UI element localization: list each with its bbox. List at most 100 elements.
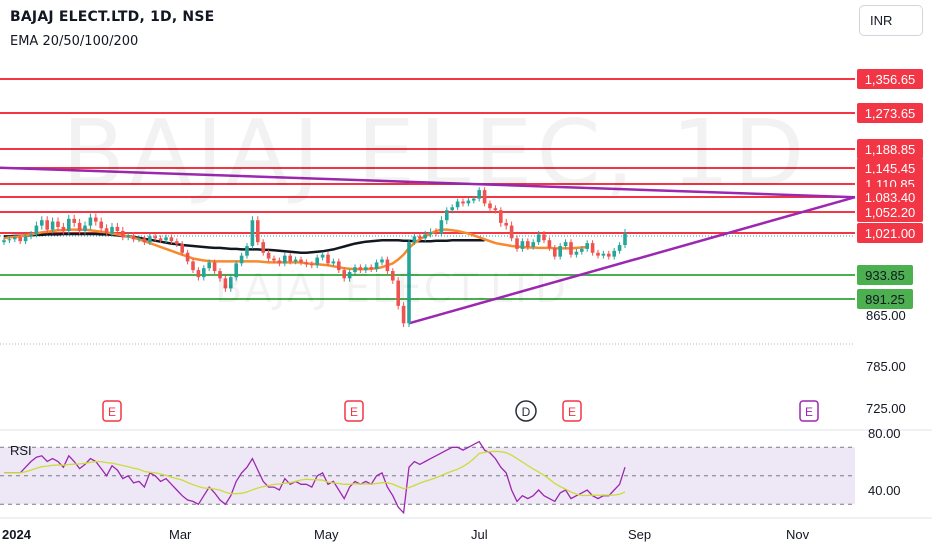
candles bbox=[2, 187, 627, 328]
candle bbox=[299, 259, 303, 263]
time-tick-label: 2024 bbox=[2, 527, 32, 542]
resistance-badge bbox=[857, 69, 923, 89]
candle bbox=[353, 267, 357, 273]
candle bbox=[277, 260, 282, 264]
earnings-marker bbox=[799, 400, 819, 422]
candle bbox=[607, 253, 611, 257]
candle bbox=[472, 198, 476, 201]
resistance-value: 1,083.40 bbox=[865, 190, 916, 205]
resistance-badge bbox=[857, 103, 923, 123]
candle bbox=[131, 235, 136, 240]
candle bbox=[137, 238, 141, 240]
indicator-legend[interactable]: EMA 20/50/100/200 bbox=[10, 34, 139, 49]
candle bbox=[121, 230, 125, 238]
price-tick-label: 865.00 bbox=[866, 308, 906, 323]
time-axis: 2024 Mar May Jul Sep Nov bbox=[0, 517, 932, 542]
candle bbox=[288, 255, 292, 262]
candle bbox=[320, 254, 325, 258]
candle bbox=[229, 277, 233, 289]
candle bbox=[283, 255, 287, 264]
candle bbox=[34, 225, 39, 235]
candle bbox=[466, 200, 471, 204]
resistance-value: 1,145.45 bbox=[865, 161, 916, 176]
candle bbox=[601, 253, 606, 256]
time-tick-label: Sep bbox=[628, 527, 651, 542]
candle bbox=[88, 217, 93, 226]
candle bbox=[142, 238, 147, 243]
candle bbox=[293, 259, 298, 262]
candle bbox=[364, 267, 368, 271]
candle bbox=[585, 243, 589, 249]
candle bbox=[180, 244, 184, 253]
candle bbox=[67, 218, 71, 231]
candle bbox=[72, 218, 76, 223]
candle bbox=[450, 207, 454, 211]
candle bbox=[250, 220, 255, 247]
candle bbox=[531, 242, 535, 247]
candle bbox=[553, 247, 557, 257]
candle bbox=[504, 222, 508, 226]
event-letter: E bbox=[568, 405, 576, 419]
candle bbox=[153, 236, 157, 239]
price-tick-label: 725.00 bbox=[866, 401, 906, 416]
candle bbox=[110, 226, 114, 234]
candle bbox=[423, 234, 427, 239]
candle bbox=[407, 242, 411, 324]
symbol-title[interactable]: BAJAJ ELECT.LTD, 1D, NSE bbox=[10, 9, 215, 25]
candle bbox=[77, 222, 82, 231]
earnings-marker bbox=[344, 400, 364, 422]
candle bbox=[445, 210, 449, 221]
candle bbox=[347, 272, 352, 279]
candle bbox=[580, 248, 584, 252]
support-badge bbox=[857, 265, 913, 285]
candle bbox=[304, 262, 309, 265]
price-tick-label: 785.00 bbox=[866, 359, 906, 374]
earnings-marker bbox=[102, 400, 122, 422]
candle bbox=[380, 259, 384, 263]
currency-selector[interactable]: INR bbox=[859, 5, 923, 36]
candle bbox=[40, 220, 44, 226]
candle bbox=[13, 237, 17, 240]
time-tick-label: Nov bbox=[786, 527, 810, 542]
candle bbox=[342, 270, 346, 279]
candle bbox=[418, 236, 422, 239]
candle bbox=[191, 261, 195, 271]
candle bbox=[499, 210, 503, 223]
resistance-value: 1,021.00 bbox=[865, 226, 916, 241]
candle bbox=[218, 271, 222, 279]
candle bbox=[563, 242, 568, 247]
candle bbox=[331, 261, 336, 264]
candle bbox=[185, 252, 190, 262]
candle bbox=[515, 238, 519, 249]
candle bbox=[596, 252, 600, 256]
candle bbox=[56, 221, 60, 227]
candle bbox=[207, 262, 211, 269]
time-tick-label: May bbox=[314, 527, 339, 542]
candle bbox=[488, 203, 492, 209]
candle bbox=[369, 267, 373, 270]
candle bbox=[196, 270, 201, 278]
event-letter: E bbox=[805, 405, 813, 419]
rsi-ma-line bbox=[4, 450, 626, 497]
dividend-marker bbox=[515, 400, 537, 422]
support-value: 891.25 bbox=[865, 292, 905, 307]
candle bbox=[104, 228, 109, 234]
candle bbox=[374, 262, 379, 270]
rsi-label[interactable]: RSI bbox=[10, 443, 32, 458]
earnings-marker bbox=[562, 400, 582, 422]
trendlines bbox=[0, 166, 856, 325]
candle bbox=[477, 190, 481, 199]
candle bbox=[542, 234, 546, 241]
resistance-badge bbox=[857, 158, 923, 178]
candle bbox=[391, 271, 395, 281]
candle bbox=[115, 226, 120, 231]
candle bbox=[396, 280, 400, 306]
candle bbox=[434, 232, 438, 234]
candle bbox=[315, 257, 319, 266]
candle bbox=[439, 220, 444, 234]
candle bbox=[83, 225, 87, 231]
candle bbox=[617, 245, 622, 251]
candle bbox=[558, 246, 562, 257]
